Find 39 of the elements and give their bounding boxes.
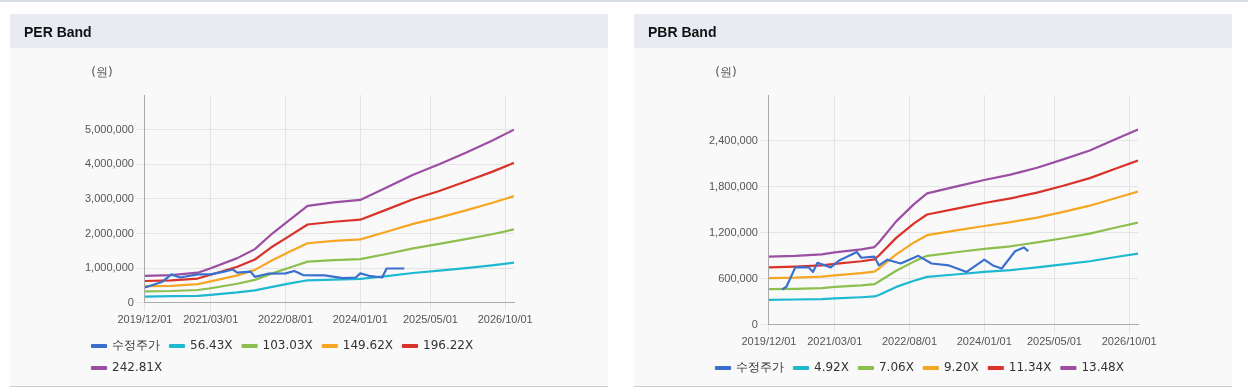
y-tick-label: 0 [751,317,758,330]
legend-label: 149.62X [342,338,393,353]
y-tick-label: 1,200,000 [709,225,758,238]
x-tick-label: 2021/03/01 [807,335,863,348]
x-tick-label: 2022/08/01 [881,335,938,348]
x-tick-label: 2022/08/01 [257,313,314,326]
y-axis-title: (원) [715,65,737,80]
legend-label: 9.20X [943,360,979,375]
x-tick-label: 2026/10/01 [477,313,533,326]
chart-title: PER Band [10,14,608,48]
x-tick-label: 2026/10/01 [1101,335,1157,348]
y-tick-label: 1,800,000 [709,179,758,192]
y-axis-title: (원) [91,65,113,80]
x-tick-label: 2024/01/01 [332,313,388,326]
x-tick-label: 2021/03/01 [183,313,239,326]
legend-label: 수정주가 [112,338,160,353]
y-tick-label: 0 [127,295,134,308]
y-tick-label: 5,000,000 [85,122,134,135]
legend-label: 7.06X [878,360,914,375]
y-tick-label: 1,000,000 [85,261,134,274]
legend-label: 수정주가 [736,360,784,375]
y-tick-label: 3,000,000 [85,191,134,204]
legend-label: 242.81X [112,360,163,375]
legend-label: 11.34X [1008,360,1052,375]
legend-label: 196.22X [422,338,474,353]
y-tick-label: 2,000,000 [85,226,134,239]
y-tick-label: 600,000 [718,271,758,284]
y-tick-label: 4,000,000 [85,157,134,170]
legend-label: 56.43X [190,338,233,353]
chart-title: PBR Band [634,14,1232,48]
legend-label: 13.48X [1081,360,1124,375]
x-tick-label: 2025/05/01 [402,313,458,326]
x-tick-label: 2019/12/01 [117,313,173,326]
legend-label: 103.03X [262,338,313,353]
y-tick-label: 2,400,000 [709,133,758,146]
x-tick-label: 2019/12/01 [741,335,797,348]
legend-label: 4.92X [814,360,849,375]
x-tick-label: 2024/01/01 [956,335,1012,348]
x-tick-label: 2025/05/01 [1026,335,1082,348]
